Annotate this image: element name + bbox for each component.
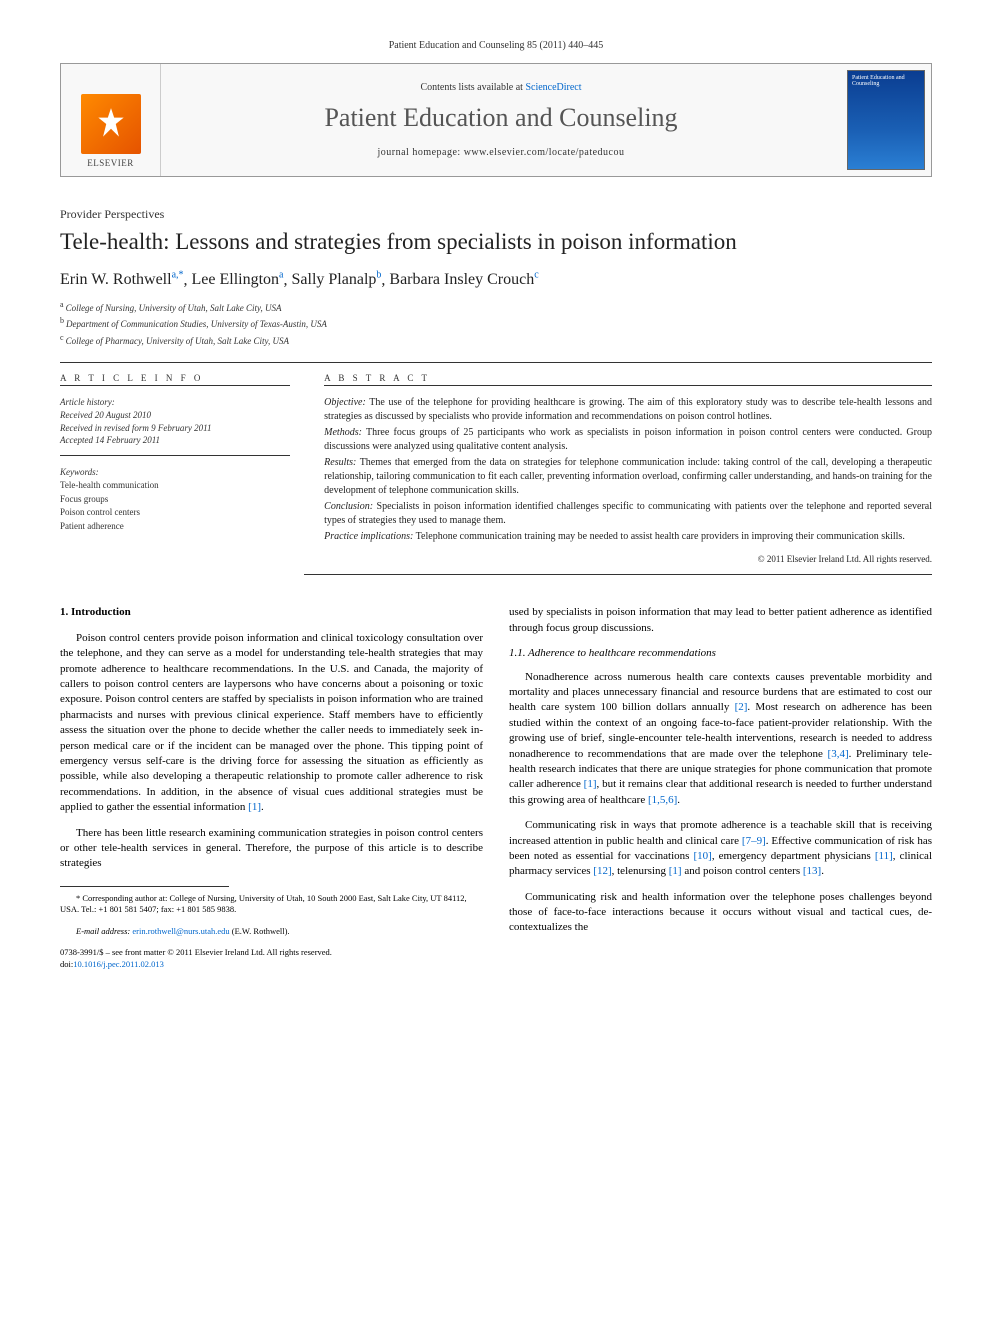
abstract-conclusion: Conclusion: Specialists in poison inform… xyxy=(324,500,932,528)
author: Barbara Insley Crouchc xyxy=(389,271,538,288)
doi-line: doi:10.1016/j.pec.2011.02.013 xyxy=(60,959,483,970)
history-item: Accepted 14 February 2011 xyxy=(60,434,290,447)
journal-title: Patient Education and Counseling xyxy=(324,103,677,133)
keywords-label: Keywords: xyxy=(60,466,290,480)
citation-link[interactable]: [1] xyxy=(669,865,682,877)
history-item: Received in revised form 9 February 2011 xyxy=(60,422,290,435)
sciencedirect-link[interactable]: ScienceDirect xyxy=(525,82,581,93)
article-info-heading: A R T I C L E I N F O xyxy=(60,373,290,386)
article-history: Article history: Received 20 August 2010… xyxy=(60,396,290,455)
keyword: Patient adherence xyxy=(60,520,290,534)
history-label: Article history: xyxy=(60,396,290,409)
article-title: Tele-health: Lessons and strategies from… xyxy=(60,228,932,256)
article-section-heading: Provider Perspectives xyxy=(60,207,932,222)
paragraph: Communicating risk in ways that promote … xyxy=(509,818,932,880)
abstract-methods: Methods: Three focus groups of 25 partic… xyxy=(324,426,932,454)
doi-link[interactable]: 10.1016/j.pec.2011.02.013 xyxy=(73,959,164,969)
citation-link[interactable]: [2] xyxy=(735,701,748,713)
affiliation: Department of Communication Studies, Uni… xyxy=(60,315,932,332)
author-list: Erin W. Rothwella,*, Lee Ellingtona, Sal… xyxy=(60,270,932,289)
paragraph: There has been little research examining… xyxy=(60,826,483,872)
homepage-prefix: journal homepage: xyxy=(378,147,464,158)
abstract-results: Results: Themes that emerged from the da… xyxy=(324,456,932,498)
abstract-practice: Practice implications: Telephone communi… xyxy=(324,530,932,544)
keyword: Tele-health communication xyxy=(60,479,290,493)
subsection-title: 1.1. Adherence to healthcare recommendat… xyxy=(509,646,932,661)
publisher-name: ELSEVIER xyxy=(87,158,134,168)
elsevier-tree-icon xyxy=(81,94,141,154)
paragraph: Poison control centers provide poison in… xyxy=(60,631,483,816)
author: Erin W. Rothwella,* xyxy=(60,271,184,288)
keyword: Focus groups xyxy=(60,493,290,507)
email-footnote: E-mail address: erin.rothwell@nurs.utah.… xyxy=(60,926,483,937)
issn-line: 0738-3991/$ – see front matter © 2011 El… xyxy=(60,947,483,958)
abstract-copyright: © 2011 Elsevier Ireland Ltd. All rights … xyxy=(324,554,932,564)
paragraph: used by specialists in poison informatio… xyxy=(509,605,932,636)
publisher-block: ELSEVIER xyxy=(61,64,161,176)
journal-masthead: ELSEVIER Contents lists available at Sci… xyxy=(60,63,932,177)
citation-link[interactable]: [1] xyxy=(584,778,597,790)
column-left: 1. Introduction Poison control centers p… xyxy=(60,605,483,970)
article-info: A R T I C L E I N F O Article history: R… xyxy=(60,363,304,575)
citation-link[interactable]: [1] xyxy=(248,801,261,813)
paragraph: Nonadherence across numerous health care… xyxy=(509,670,932,809)
journal-cover-icon: Patient Education and Counseling xyxy=(847,70,925,170)
author: Sally Planalpb xyxy=(292,271,382,288)
citation-link[interactable]: [1,5,6] xyxy=(648,794,677,806)
citation-link[interactable]: [13] xyxy=(803,865,821,877)
contents-line: Contents lists available at ScienceDirec… xyxy=(420,82,581,93)
column-right: used by specialists in poison informatio… xyxy=(509,605,932,970)
corresponding-author-footnote: * Corresponding author at: College of Nu… xyxy=(60,893,483,916)
masthead-center: Contents lists available at ScienceDirec… xyxy=(161,64,841,176)
running-head: Patient Education and Counseling 85 (201… xyxy=(60,40,932,51)
footnote-rule xyxy=(60,886,229,887)
citation-link[interactable]: [7–9] xyxy=(742,835,766,847)
author: Lee Ellingtona xyxy=(192,271,284,288)
abstract-heading: A B S T R A C T xyxy=(324,373,932,386)
email-link[interactable]: erin.rothwell@nurs.utah.edu xyxy=(132,926,229,936)
citation-link[interactable]: [10] xyxy=(694,850,712,862)
citation-link[interactable]: [12] xyxy=(593,865,611,877)
info-abstract-row: A R T I C L E I N F O Article history: R… xyxy=(60,362,932,575)
homepage-url: www.elsevier.com/locate/pateducou xyxy=(464,147,625,158)
keyword: Poison control centers xyxy=(60,506,290,520)
contents-prefix: Contents lists available at xyxy=(420,82,525,93)
homepage-line: journal homepage: www.elsevier.com/locat… xyxy=(378,147,625,158)
keywords-block: Keywords: Tele-health communication Focu… xyxy=(60,466,290,534)
citation-link[interactable]: [11] xyxy=(875,850,893,862)
paragraph: Communicating risk and health informatio… xyxy=(509,890,932,936)
cover-thumb-cell: Patient Education and Counseling xyxy=(841,64,931,176)
affiliation: College of Pharmacy, University of Utah,… xyxy=(60,332,932,349)
section-title: 1. Introduction xyxy=(60,605,483,620)
body-columns: 1. Introduction Poison control centers p… xyxy=(60,605,932,970)
abstract-objective: Objective: The use of the telephone for … xyxy=(324,396,932,424)
history-item: Received 20 August 2010 xyxy=(60,409,290,422)
publication-footer: 0738-3991/$ – see front matter © 2011 El… xyxy=(60,947,483,970)
affiliation-list: College of Nursing, University of Utah, … xyxy=(60,299,932,349)
abstract: A B S T R A C T Objective: The use of th… xyxy=(304,363,932,575)
citation-link[interactable]: [3,4] xyxy=(828,748,849,760)
affiliation: College of Nursing, University of Utah, … xyxy=(60,299,932,316)
